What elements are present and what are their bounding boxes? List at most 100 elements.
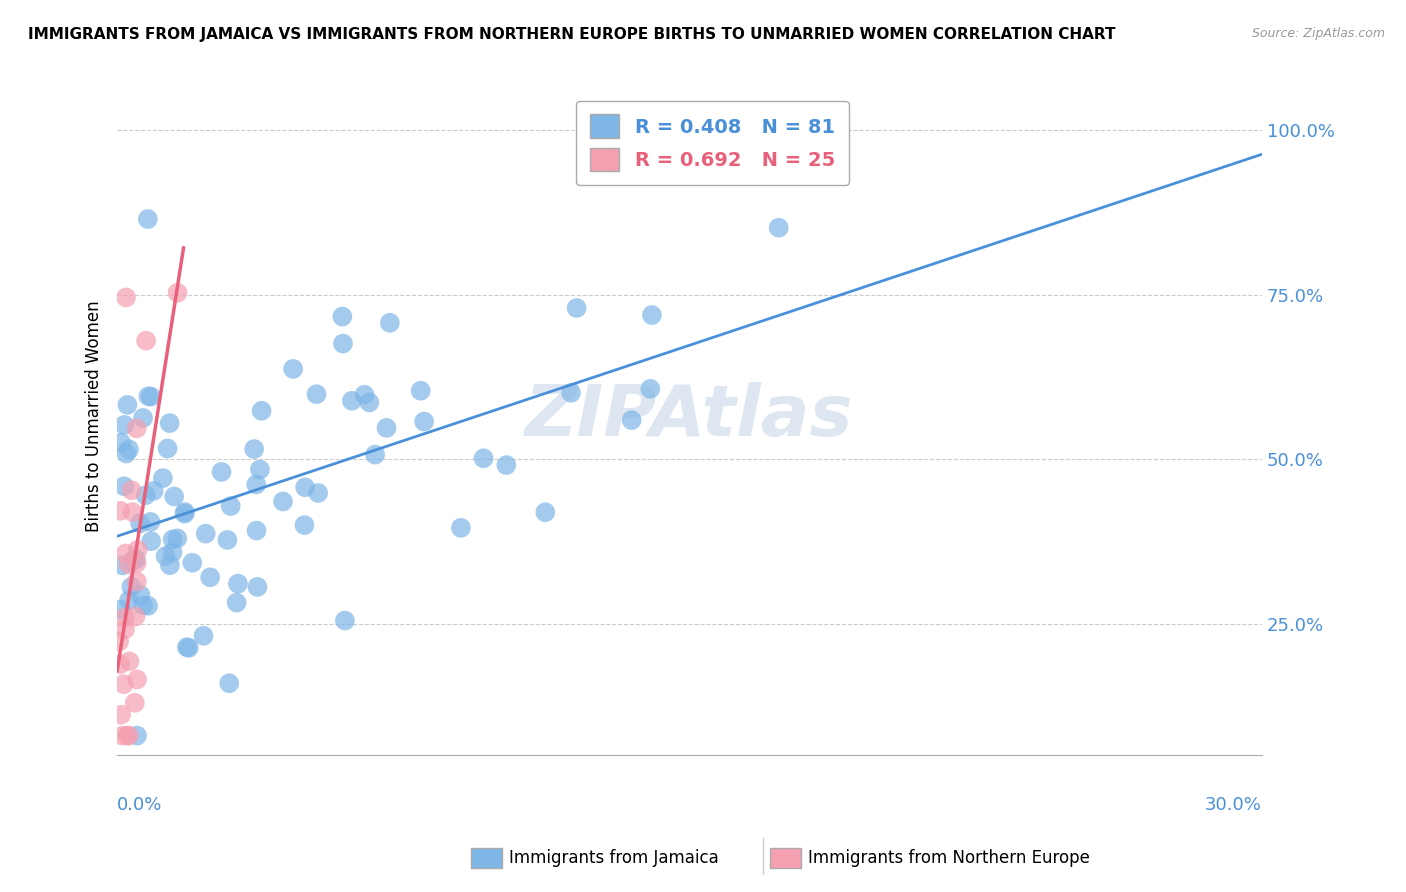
Point	[111, 558, 134, 573]
Point	[226, 576, 249, 591]
Point	[125, 421, 148, 435]
Point	[294, 480, 316, 494]
Point	[340, 393, 363, 408]
Point	[118, 593, 141, 607]
Text: Immigrants from Northern Europe: Immigrants from Northern Europe	[808, 849, 1090, 867]
Point	[110, 707, 132, 722]
Point	[332, 336, 354, 351]
Text: 0.0%: 0.0%	[117, 796, 163, 814]
Point	[117, 398, 139, 412]
Point	[176, 640, 198, 655]
Point	[118, 442, 141, 457]
Point	[132, 411, 155, 425]
Text: IMMIGRANTS FROM JAMAICA VS IMMIGRANTS FROM NORTHERN EUROPE BIRTHS TO UNMARRIED W: IMMIGRANTS FROM JAMAICA VS IMMIGRANTS FR…	[28, 27, 1115, 42]
FancyBboxPatch shape	[770, 848, 801, 868]
Point	[163, 490, 186, 504]
Point	[219, 499, 242, 513]
Text: Immigrants from Jamaica: Immigrants from Jamaica	[509, 849, 718, 867]
Point	[245, 524, 267, 538]
Point	[174, 505, 197, 519]
Text: ZIPAtlas: ZIPAtlas	[526, 382, 853, 450]
Point	[333, 614, 356, 628]
Point	[218, 676, 240, 690]
Point	[166, 285, 188, 300]
Point	[294, 518, 316, 533]
Point	[450, 521, 472, 535]
Point	[124, 696, 146, 710]
Text: Source: ZipAtlas.com: Source: ZipAtlas.com	[1251, 27, 1385, 40]
Point	[132, 598, 155, 612]
Point	[159, 558, 181, 573]
Point	[136, 212, 159, 227]
Legend: R = 0.408   N = 81, R = 0.692   N = 25: R = 0.408 N = 81, R = 0.692 N = 25	[576, 101, 849, 186]
Point	[768, 220, 790, 235]
Point	[245, 477, 267, 491]
Point	[108, 634, 131, 648]
Point	[120, 580, 142, 594]
Point	[620, 413, 643, 427]
Point	[225, 596, 247, 610]
Point	[159, 416, 181, 430]
Point	[138, 389, 160, 403]
Point	[166, 532, 188, 546]
Point	[115, 446, 138, 460]
Point	[118, 558, 141, 572]
Point	[472, 451, 495, 466]
Point	[495, 458, 517, 472]
Point	[139, 515, 162, 529]
Point	[127, 542, 149, 557]
Point	[124, 609, 146, 624]
Point	[281, 362, 304, 376]
Point	[353, 388, 375, 402]
Point	[115, 729, 138, 743]
Point	[181, 556, 204, 570]
Point	[560, 385, 582, 400]
Point	[114, 547, 136, 561]
Point	[409, 384, 432, 398]
Point	[118, 654, 141, 668]
Point	[127, 673, 149, 687]
Point	[129, 588, 152, 602]
Point	[110, 504, 132, 518]
Point	[162, 533, 184, 547]
Point	[125, 552, 148, 566]
Point	[173, 507, 195, 521]
Point	[114, 417, 136, 432]
Point	[364, 448, 387, 462]
Point	[243, 442, 266, 456]
Point	[640, 382, 662, 396]
Point	[565, 301, 588, 315]
Point	[162, 545, 184, 559]
Point	[250, 404, 273, 418]
Point	[114, 623, 136, 637]
Point	[155, 549, 177, 564]
Point	[193, 629, 215, 643]
Point	[125, 556, 148, 570]
Point	[142, 483, 165, 498]
Point	[112, 479, 135, 493]
Point	[413, 415, 436, 429]
Point	[307, 486, 329, 500]
Point	[378, 316, 401, 330]
Point	[217, 533, 239, 547]
Point	[249, 462, 271, 476]
Point	[359, 395, 381, 409]
FancyBboxPatch shape	[471, 848, 502, 868]
Text: 30.0%: 30.0%	[1205, 796, 1263, 814]
Y-axis label: Births to Unmarried Women: Births to Unmarried Women	[86, 301, 103, 533]
Point	[121, 505, 143, 519]
Point	[125, 729, 148, 743]
Point	[194, 526, 217, 541]
Point	[121, 483, 143, 498]
Point	[129, 516, 152, 531]
Point	[110, 602, 132, 616]
Point	[141, 534, 163, 549]
Point	[112, 677, 135, 691]
Point	[115, 290, 138, 304]
Point	[111, 729, 134, 743]
Point	[125, 574, 148, 589]
Point	[118, 729, 141, 743]
Point	[177, 640, 200, 655]
Point	[375, 421, 398, 435]
Point	[330, 310, 353, 324]
